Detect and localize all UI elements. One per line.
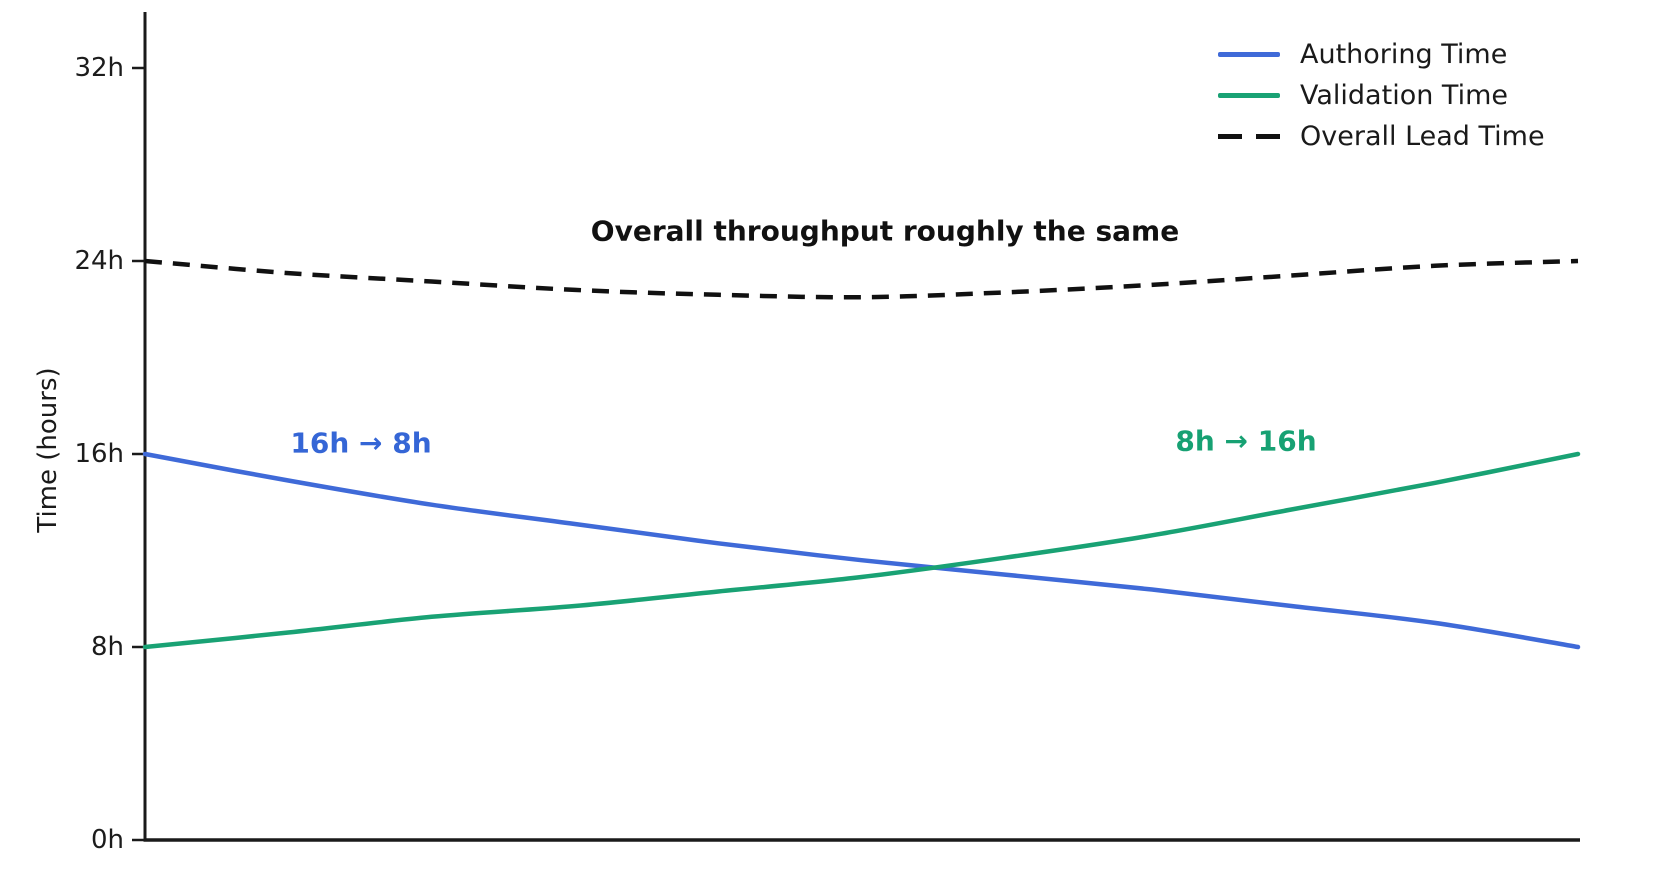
y-tick-label-32h: 32h [74,53,124,83]
annotation-authoring-change: 16h → 8h [290,426,432,460]
y-tick-label-16h: 16h [74,439,124,469]
annotation-overall-throughput: Overall throughput roughly the same [590,214,1180,248]
series-line-overall-lead-time [144,258,1579,300]
y-tick-label-0h: 0h [90,825,124,855]
y-axis-title: Time (hours) [33,367,63,533]
authoring-line-swatch-icon [1218,52,1280,57]
y-tick-label-8h: 8h [90,632,124,662]
series-line-validation-time [142,451,1581,650]
validation-line-swatch-icon [1218,93,1280,98]
legend-label: Authoring Time [1300,39,1508,70]
legend-item-overall-lead-time: Overall Lead Time [1218,116,1545,157]
legend-label: Validation Time [1300,80,1508,111]
series-line-authoring-time [142,451,1581,650]
legend-item-authoring-time: Authoring Time [1218,34,1545,75]
annotation-validation-change: 8h → 16h [1175,424,1317,458]
lead-time-dashed-swatch-icon [1218,134,1280,139]
legend-label: Overall Lead Time [1300,121,1545,152]
y-tick-label-24h: 24h [74,246,124,276]
legend-item-validation-time: Validation Time [1218,75,1545,116]
legend: Authoring Time Validation Time Overall L… [1218,34,1545,157]
